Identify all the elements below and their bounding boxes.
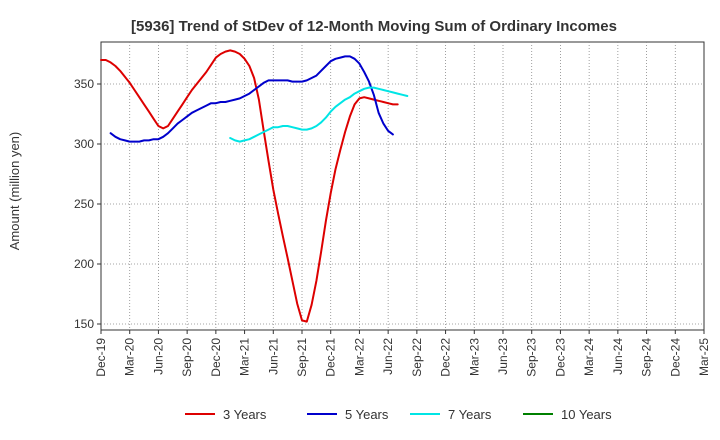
- x-tick-label: Sep-24: [640, 338, 654, 377]
- y-axis-label: Amount (million yen): [7, 132, 22, 251]
- x-tick-label: Dec-23: [553, 338, 567, 377]
- plot-area: Dec-19 Mar-20 Jun-20 Sep-20 Dec-20 Mar-21 Jun-…: [74, 41, 711, 377]
- series-line-3-years: [100, 49, 399, 323]
- y-tick-label: 300: [74, 137, 94, 151]
- x-tick-label: Sep-22: [410, 338, 424, 377]
- x-tick-label: Mar-24: [582, 338, 596, 376]
- x-tick-label: Mar-25: [697, 338, 711, 376]
- y-tick-label: 150: [74, 317, 94, 331]
- x-tick-label: Dec-24: [668, 338, 682, 377]
- x-tick-label: Mar-23: [467, 338, 481, 376]
- y-tick-label: 350: [74, 77, 94, 91]
- x-tick-label: Jun-22: [381, 338, 395, 375]
- y-tick-label: 250: [74, 197, 94, 211]
- x-tick-label: Mar-21: [238, 338, 252, 376]
- x-tick-label: Jun-21: [266, 338, 280, 375]
- x-tick-label: Mar-22: [352, 338, 366, 376]
- x-tick-label: Dec-19: [94, 338, 108, 377]
- y-tick-label: 200: [74, 257, 94, 271]
- x-tick-label: Sep-23: [525, 338, 539, 377]
- x-tick-label: Sep-20: [180, 338, 194, 377]
- chart-title: [5936] Trend of StDev of 12-Month Moving…: [131, 18, 617, 35]
- x-tick-label: Sep-21: [295, 338, 309, 377]
- legend-label: 5 Years: [345, 407, 389, 422]
- series-line-5-years: [109, 55, 394, 143]
- x-tick-label: Dec-20: [209, 338, 223, 377]
- legend-label: 7 Years: [448, 407, 492, 422]
- series-line-7-years: [229, 86, 409, 143]
- x-tick-label: Jun-20: [151, 338, 165, 375]
- legend-label: 10 Years: [561, 407, 612, 422]
- plot-frame: [100, 41, 705, 331]
- x-tick-label: Mar-20: [123, 338, 137, 376]
- legend-label: 3 Years: [223, 407, 267, 422]
- x-tick-label: Jun-23: [496, 338, 510, 375]
- x-tick-label: Jun-24: [611, 338, 625, 375]
- x-tick-label: Dec-22: [439, 338, 453, 377]
- x-tick-label: Dec-21: [324, 338, 338, 377]
- legend: 3 Years 5 Years 7 Years 10 Years: [185, 407, 612, 422]
